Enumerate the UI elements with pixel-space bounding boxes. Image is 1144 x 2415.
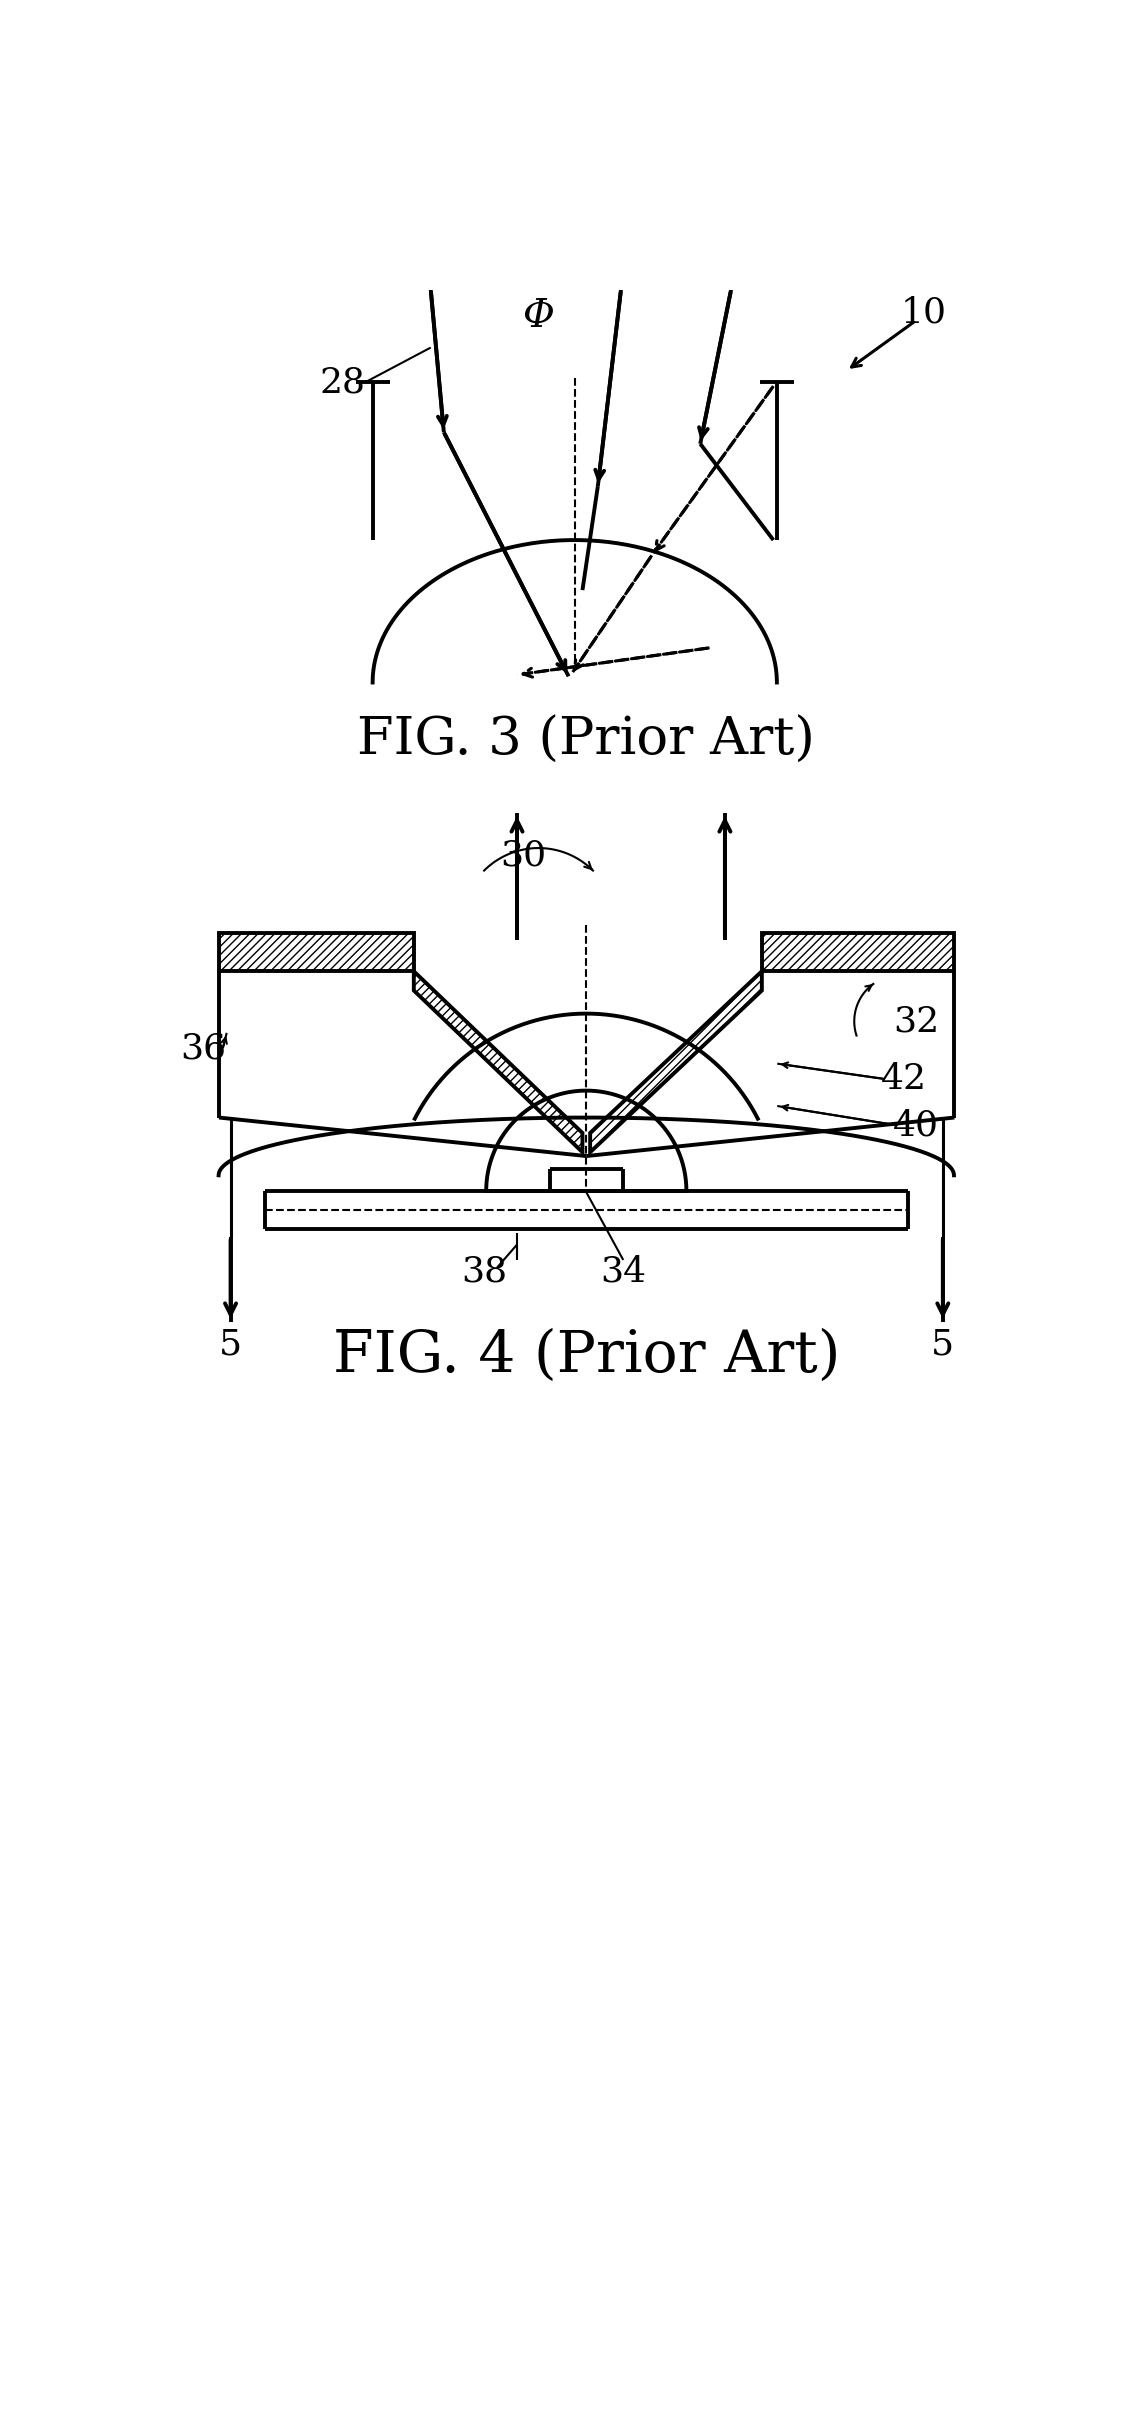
Text: 32: 32 bbox=[892, 1005, 939, 1038]
Text: 5: 5 bbox=[931, 1328, 954, 1362]
Text: 36: 36 bbox=[181, 1031, 227, 1065]
Polygon shape bbox=[414, 971, 582, 1152]
Text: 42: 42 bbox=[881, 1063, 928, 1096]
Text: Φ: Φ bbox=[522, 297, 554, 336]
Text: 30: 30 bbox=[500, 838, 546, 872]
Polygon shape bbox=[762, 932, 954, 971]
Polygon shape bbox=[590, 971, 762, 1152]
Text: FIG. 3 (Prior Art): FIG. 3 (Prior Art) bbox=[357, 715, 816, 766]
Text: 40: 40 bbox=[892, 1108, 939, 1142]
Text: 5: 5 bbox=[219, 1328, 243, 1362]
Text: 38: 38 bbox=[461, 1253, 508, 1290]
Text: 34: 34 bbox=[601, 1253, 646, 1290]
Text: 10: 10 bbox=[900, 297, 946, 331]
Text: 28: 28 bbox=[319, 365, 365, 398]
Polygon shape bbox=[219, 932, 414, 971]
Text: FIG. 4 (Prior Art): FIG. 4 (Prior Art) bbox=[333, 1328, 840, 1384]
